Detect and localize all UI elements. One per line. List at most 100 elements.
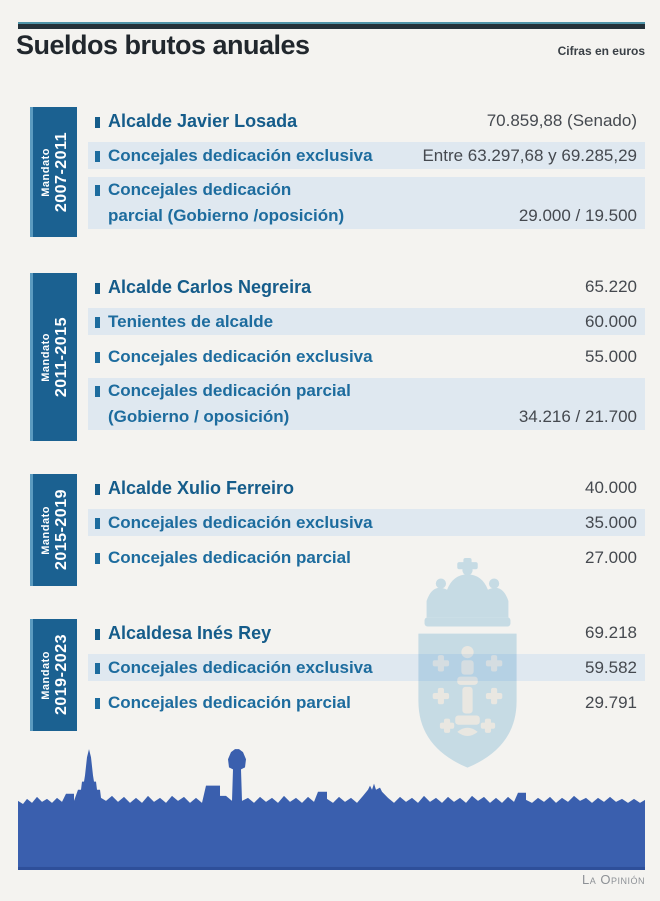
row-value: 69.218 (585, 622, 637, 642)
row-label-text: Alcalde Xulio Ferreiro (108, 477, 295, 498)
mandate-section-2011-2015: Mandato 2011-2015 Alcalde Carlos Negreira 6… (30, 273, 645, 441)
bullet-icon (95, 282, 100, 294)
row-label-line1: Alcalde Javier Losada (95, 111, 297, 131)
salary-row: Concejales dedicación parcial 27.000 (88, 544, 645, 571)
bullet-icon (95, 185, 100, 196)
mandate-tab: Mandato 2015-2019 (30, 474, 77, 586)
row-label-line1: Concejales dedicación exclusiva (95, 347, 373, 366)
bullet-icon (95, 697, 100, 709)
publisher-credit: La Opinión (582, 872, 645, 887)
row-value: 40.000 (585, 477, 637, 497)
salary-row: Concejales dedicación exclusiva Entre 63.… (88, 142, 645, 169)
row-label-line2: parcial (Gobierno /oposición) (108, 206, 345, 225)
bullet-icon (95, 517, 100, 529)
bullet-icon (95, 316, 100, 328)
row-label: Concejales dedicación parcial (95, 545, 351, 571)
row-label-line1: Concejales dedicación exclusiva (95, 513, 373, 532)
row-value: 29.791 (585, 692, 637, 712)
row-label-line1: Concejales dedicación parcial (95, 693, 351, 712)
salary-row: Concejales dedicación parcial 29.791 (88, 689, 645, 716)
salary-row: Alcalde Javier Losada 70.859,88 (Senado) (88, 107, 645, 134)
salary-rows: Alcalde Javier Losada 70.859,88 (Senado) C… (88, 107, 645, 237)
row-value: 34.216 / 21.700 (518, 407, 637, 426)
row-label-line2: (Gobierno / oposición) (108, 407, 290, 426)
row-label-line1: Alcalde Xulio Ferreiro (95, 478, 294, 498)
row-label-line1: Concejales dedicación exclusiva (95, 658, 373, 677)
row-label-line1: Alcaldesa Inés Rey (95, 623, 271, 643)
row-label: Alcaldesa Inés Rey (95, 620, 271, 646)
row-label-line1: Concejales dedicación exclusiva (95, 146, 373, 165)
salary-row: Concejales dedicación exclusiva 35.000 (88, 509, 645, 536)
row-label: Concejales dedicación parcial (Gobierno /… (95, 177, 344, 229)
row-label-line1: Alcalde Carlos Negreira (95, 277, 311, 297)
row-label-text: Concejales dedicación (108, 180, 292, 199)
row-label-text: Concejales dedicación exclusiva (108, 346, 373, 366)
page-title: Sueldos brutos anuales (16, 30, 310, 60)
row-label: Alcalde Xulio Ferreiro (95, 475, 294, 501)
mandate-tab: Mandato 2007-2011 (30, 107, 77, 237)
unit-note: Cifras en euros (557, 44, 645, 58)
row-label-text: Tenientes de alcalde (108, 311, 274, 331)
row-label-line1: Concejales dedicación (95, 180, 291, 199)
bullet-icon (95, 150, 100, 162)
mandate-tab: Mandato 2019-2023 (30, 619, 77, 731)
row-label-line1: Concejales dedicación parcial (95, 381, 351, 400)
row-label: Tenientes de alcalde (95, 309, 273, 335)
mandate-years: 2011-2015 (52, 316, 70, 398)
salary-row: Alcalde Xulio Ferreiro 40.000 (88, 474, 645, 501)
mandate-word: Mandato (39, 505, 52, 555)
row-label-text: Concejales dedicación parcial (108, 547, 351, 567)
salary-row: Concejales dedicación exclusiva 55.000 (88, 343, 645, 370)
mandate-section-2015-2019: Mandato 2015-2019 Alcalde Xulio Ferreiro 40… (30, 474, 645, 586)
row-label-text: Concejales dedicación parcial (108, 692, 351, 712)
salary-row: Alcaldesa Inés Rey 69.218 (88, 619, 645, 646)
bullet-icon (95, 351, 100, 363)
mandate-word: Mandato (39, 147, 52, 197)
mandate-word: Mandato (39, 650, 52, 700)
header-rule (18, 22, 645, 29)
bullet-icon (95, 116, 100, 128)
salary-rows: Alcaldesa Inés Rey 69.218 Concejales dedic… (88, 619, 645, 731)
row-label-text: Concejales dedicación exclusiva (108, 512, 373, 532)
bullet-icon (95, 386, 100, 397)
bullet-icon (95, 552, 100, 564)
row-label-line1: Concejales dedicación parcial (95, 548, 351, 567)
mandate-section-2007-2011: Mandato 2007-2011 Alcalde Javier Losada 70.… (30, 107, 645, 237)
salary-row: Tenientes de alcalde 60.000 (88, 308, 645, 335)
mandate-years: 2019-2023 (52, 634, 70, 716)
bullet-icon (95, 628, 100, 640)
bullet-icon (95, 662, 100, 674)
row-label: Alcalde Javier Losada (95, 108, 297, 134)
row-label: Concejales dedicación exclusiva (95, 344, 373, 370)
row-label-text: Concejales dedicación exclusiva (108, 145, 373, 165)
row-value: 59.582 (585, 657, 637, 677)
row-value: 55.000 (585, 346, 637, 366)
row-label: Concejales dedicación exclusiva (95, 143, 373, 169)
row-label: Concejales dedicación parcial (Gobierno /… (95, 378, 351, 430)
row-value: 60.000 (585, 311, 637, 331)
salary-rows: Alcalde Xulio Ferreiro 40.000 Concejales d… (88, 474, 645, 586)
row-label: Alcalde Carlos Negreira (95, 274, 311, 300)
salary-rows: Alcalde Carlos Negreira 65.220 Tenientes d… (88, 273, 645, 441)
row-label-text: Alcaldesa Inés Rey (108, 622, 272, 643)
mandate-years: 2007-2011 (52, 131, 70, 213)
row-label: Concejales dedicación exclusiva (95, 510, 373, 536)
salary-row: Concejales dedicación parcial (Gobierno /… (88, 177, 645, 229)
city-skyline-silhouette (18, 749, 645, 870)
row-value: 70.859,88 (Senado) (486, 110, 637, 130)
mandate-section-2019-2023: Mandato 2019-2023 Alcaldesa Inés Rey 69.218… (30, 619, 645, 731)
row-value: 35.000 (585, 512, 637, 532)
mandate-tab: Mandato 2011-2015 (30, 273, 77, 441)
row-value: Entre 63.297,68 y 69.285,29 (422, 145, 637, 165)
row-label-text: Concejales dedicación exclusiva (108, 657, 373, 677)
bullet-icon (95, 483, 100, 495)
row-label-text: Concejales dedicación parcial (108, 381, 351, 400)
salary-row: Concejales dedicación parcial (Gobierno /… (88, 378, 645, 430)
row-label: Concejales dedicación exclusiva (95, 655, 373, 681)
salary-row: Concejales dedicación exclusiva 59.582 (88, 654, 645, 681)
row-label-line1: Tenientes de alcalde (95, 312, 273, 331)
row-value: 29.000 / 19.500 (518, 206, 637, 225)
row-label-text: Alcalde Carlos Negreira (108, 276, 312, 297)
row-value: 65.220 (585, 276, 637, 296)
